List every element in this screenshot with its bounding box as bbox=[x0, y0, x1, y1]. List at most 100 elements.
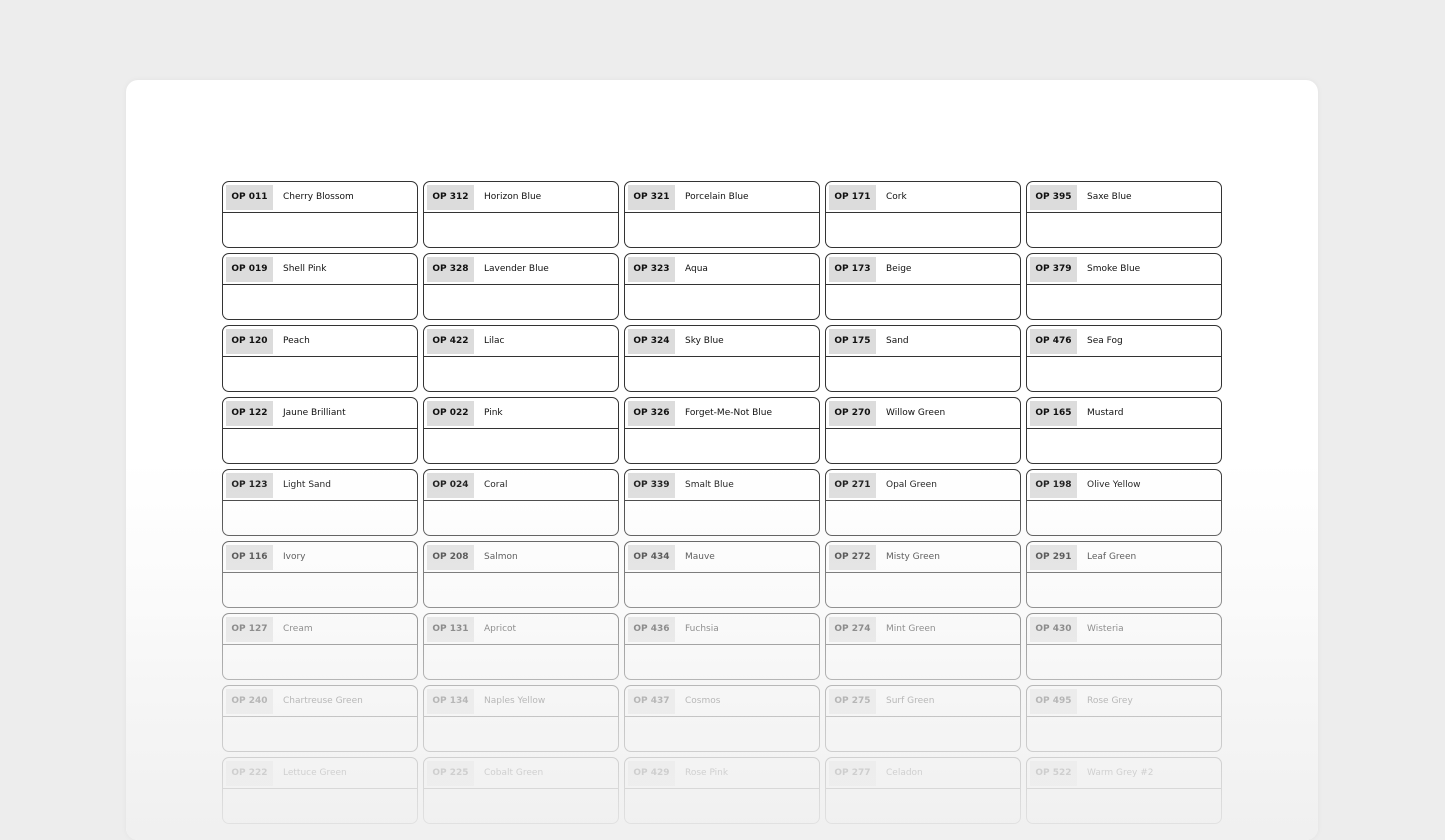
swatch-card[interactable]: OP 321 Porcelain Blue bbox=[624, 181, 820, 248]
swatch-name: Peach bbox=[283, 336, 310, 346]
swatch-header: OP 225 Cobalt Green bbox=[424, 758, 618, 789]
swatch-code: OP 171 bbox=[829, 184, 876, 210]
swatch-card[interactable]: OP 122 Jaune Brilliant bbox=[222, 397, 418, 464]
swatch-card[interactable]: OP 134 Naples Yellow bbox=[423, 685, 619, 752]
swatch-card[interactable]: OP 120 Peach bbox=[222, 325, 418, 392]
swatch-card[interactable]: OP 173 Beige bbox=[825, 253, 1021, 320]
swatch-name: Opal Green bbox=[886, 480, 937, 490]
swatch-card[interactable]: OP 339 Smalt Blue bbox=[624, 469, 820, 536]
swatch-card[interactable]: OP 312 Horizon Blue bbox=[423, 181, 619, 248]
swatch-code: OP 134 bbox=[427, 688, 474, 714]
swatch-name: Coral bbox=[484, 480, 508, 490]
swatch-code: OP 127 bbox=[226, 616, 273, 642]
swatch-code: OP 437 bbox=[628, 688, 675, 714]
swatch-code: OP 328 bbox=[427, 256, 474, 282]
swatch-header: OP 127 Cream bbox=[223, 614, 417, 645]
swatch-header: OP 120 Peach bbox=[223, 326, 417, 357]
swatch-card[interactable]: OP 019 Shell Pink bbox=[222, 253, 418, 320]
swatch-card[interactable]: OP 379 Smoke Blue bbox=[1026, 253, 1222, 320]
swatch-card[interactable]: OP 131 Apricot bbox=[423, 613, 619, 680]
swatch-header: OP 024 Coral bbox=[424, 470, 618, 501]
swatch-header: OP 123 Light Sand bbox=[223, 470, 417, 501]
swatch-card[interactable]: OP 430 Wisteria bbox=[1026, 613, 1222, 680]
swatch-header: OP 022 Pink bbox=[424, 398, 618, 429]
swatch-code: OP 271 bbox=[829, 472, 876, 498]
swatch-code: OP 321 bbox=[628, 184, 675, 210]
swatch-code: OP 379 bbox=[1030, 256, 1077, 282]
swatch-code: OP 274 bbox=[829, 616, 876, 642]
swatch-code: OP 323 bbox=[628, 256, 675, 282]
swatch-card[interactable]: OP 225 Cobalt Green bbox=[423, 757, 619, 824]
swatch-card[interactable]: OP 328 Lavender Blue bbox=[423, 253, 619, 320]
swatch-name: Chartreuse Green bbox=[283, 696, 363, 706]
swatch-name: Mint Green bbox=[886, 624, 936, 634]
swatch-card[interactable]: OP 222 Lettuce Green bbox=[222, 757, 418, 824]
swatch-card[interactable]: OP 240 Chartreuse Green bbox=[222, 685, 418, 752]
swatch-card[interactable]: OP 270 Willow Green bbox=[825, 397, 1021, 464]
swatch-name: Ivory bbox=[283, 552, 306, 562]
swatch-header: OP 436 Fuchsia bbox=[625, 614, 819, 645]
swatch-card[interactable]: OP 271 Opal Green bbox=[825, 469, 1021, 536]
swatch-name: Smalt Blue bbox=[685, 480, 734, 490]
swatch-code: OP 422 bbox=[427, 328, 474, 354]
swatch-card[interactable]: OP 395 Saxe Blue bbox=[1026, 181, 1222, 248]
swatch-card[interactable]: OP 476 Sea Fog bbox=[1026, 325, 1222, 392]
swatch-card[interactable]: OP 175 Sand bbox=[825, 325, 1021, 392]
swatch-card[interactable]: OP 323 Aqua bbox=[624, 253, 820, 320]
swatch-code: OP 395 bbox=[1030, 184, 1077, 210]
swatch-header: OP 422 Lilac bbox=[424, 326, 618, 357]
swatch-header: OP 437 Cosmos bbox=[625, 686, 819, 717]
swatch-card[interactable]: OP 275 Surf Green bbox=[825, 685, 1021, 752]
swatch-name: Cork bbox=[886, 192, 907, 202]
swatch-card[interactable]: OP 429 Rose Pink bbox=[624, 757, 820, 824]
swatch-name: Olive Yellow bbox=[1087, 480, 1141, 490]
swatch-header: OP 379 Smoke Blue bbox=[1027, 254, 1221, 285]
swatch-code: OP 495 bbox=[1030, 688, 1077, 714]
swatch-card[interactable]: OP 291 Leaf Green bbox=[1026, 541, 1222, 608]
swatch-card[interactable]: OP 324 Sky Blue bbox=[624, 325, 820, 392]
swatch-header: OP 522 Warm Grey #2 bbox=[1027, 758, 1221, 789]
swatch-code: OP 429 bbox=[628, 760, 675, 786]
swatch-card[interactable]: OP 274 Mint Green bbox=[825, 613, 1021, 680]
swatch-card[interactable]: OP 022 Pink bbox=[423, 397, 619, 464]
swatch-header: OP 271 Opal Green bbox=[826, 470, 1020, 501]
swatch-card[interactable]: OP 522 Warm Grey #2 bbox=[1026, 757, 1222, 824]
swatch-card[interactable]: OP 127 Cream bbox=[222, 613, 418, 680]
swatch-header: OP 171 Cork bbox=[826, 182, 1020, 213]
swatch-header: OP 019 Shell Pink bbox=[223, 254, 417, 285]
swatch-card[interactable]: OP 011 Cherry Blossom bbox=[222, 181, 418, 248]
swatch-code: OP 120 bbox=[226, 328, 273, 354]
swatch-name: Surf Green bbox=[886, 696, 935, 706]
swatch-code: OP 326 bbox=[628, 400, 675, 426]
swatch-card[interactable]: OP 024 Coral bbox=[423, 469, 619, 536]
swatch-header: OP 198 Olive Yellow bbox=[1027, 470, 1221, 501]
swatch-card[interactable]: OP 436 Fuchsia bbox=[624, 613, 820, 680]
swatch-card[interactable]: OP 208 Salmon bbox=[423, 541, 619, 608]
swatch-card[interactable]: OP 116 Ivory bbox=[222, 541, 418, 608]
swatch-card[interactable]: OP 277 Celadon bbox=[825, 757, 1021, 824]
swatch-name: Naples Yellow bbox=[484, 696, 546, 706]
swatch-card[interactable]: OP 171 Cork bbox=[825, 181, 1021, 248]
swatch-name: Rose Grey bbox=[1087, 696, 1133, 706]
swatch-code: OP 131 bbox=[427, 616, 474, 642]
swatch-name: Beige bbox=[886, 264, 912, 274]
swatch-card[interactable]: OP 434 Mauve bbox=[624, 541, 820, 608]
swatch-code: OP 208 bbox=[427, 544, 474, 570]
swatch-name: Saxe Blue bbox=[1087, 192, 1132, 202]
swatch-code: OP 019 bbox=[226, 256, 273, 282]
swatch-header: OP 240 Chartreuse Green bbox=[223, 686, 417, 717]
swatch-card[interactable]: OP 437 Cosmos bbox=[624, 685, 820, 752]
swatch-card[interactable]: OP 165 Mustard bbox=[1026, 397, 1222, 464]
swatch-name: Apricot bbox=[484, 624, 517, 634]
swatch-card[interactable]: OP 123 Light Sand bbox=[222, 469, 418, 536]
swatch-card[interactable]: OP 326 Forget-Me-Not Blue bbox=[624, 397, 820, 464]
swatch-card[interactable]: OP 495 Rose Grey bbox=[1026, 685, 1222, 752]
swatch-code: OP 222 bbox=[226, 760, 273, 786]
swatch-header: OP 116 Ivory bbox=[223, 542, 417, 573]
swatch-name: Forget-Me-Not Blue bbox=[685, 408, 773, 418]
swatch-card[interactable]: OP 422 Lilac bbox=[423, 325, 619, 392]
swatch-card[interactable]: OP 198 Olive Yellow bbox=[1026, 469, 1222, 536]
swatch-name: Smoke Blue bbox=[1087, 264, 1141, 274]
swatch-card[interactable]: OP 272 Misty Green bbox=[825, 541, 1021, 608]
swatch-name: Cherry Blossom bbox=[283, 192, 354, 202]
